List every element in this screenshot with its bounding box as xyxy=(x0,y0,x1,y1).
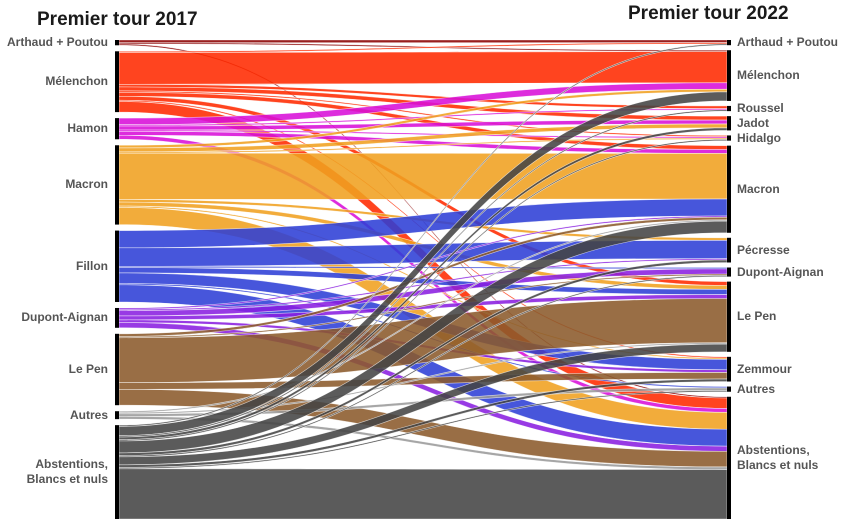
node-label-line: Mélenchon xyxy=(45,74,108,89)
flow-abs17-to-jad22 xyxy=(118,127,728,440)
node-label-mel17: Mélenchon xyxy=(45,74,108,89)
node-label-line: Zemmour xyxy=(737,361,792,376)
node-bar-rou22 xyxy=(727,105,731,112)
node-label-line: Blancs et nuls xyxy=(26,472,108,487)
node-label-aut17: Autres xyxy=(70,408,108,423)
flow-mac17-to-mac22 xyxy=(118,152,728,200)
right-column-title: Premier tour 2022 xyxy=(628,3,789,24)
node-bar-lp22 xyxy=(727,281,731,352)
node-label-aut22: Autres xyxy=(737,382,775,397)
node-label-abs17: Abstentions, Blancs et nuls xyxy=(27,457,108,487)
node-label-line: Abstentions, xyxy=(35,457,108,472)
node-label-line: Arthaud + Poutou xyxy=(737,35,838,50)
node-label-da22: Dupont-Aignan xyxy=(737,265,824,280)
node-label-ap17: Arthaud + Poutou xyxy=(7,35,108,50)
node-bar-jad22 xyxy=(727,116,731,131)
node-label-line: Hamon xyxy=(67,121,108,136)
node-label-line: Macron xyxy=(737,181,780,196)
node-bar-aut17 xyxy=(115,411,119,420)
node-label-line: Autres xyxy=(737,381,776,396)
node-label-mac17: Macron xyxy=(65,177,108,192)
node-bar-abs22 xyxy=(727,396,731,519)
flow-mel17-to-mel22 xyxy=(118,51,728,85)
node-bar-fil17 xyxy=(115,230,119,302)
node-label-ham17: Hamon xyxy=(67,121,108,136)
node-label-line: Macron xyxy=(65,177,108,192)
node-bar-abs17 xyxy=(115,425,119,519)
node-bar-ham17 xyxy=(115,118,119,140)
node-bar-hid22 xyxy=(727,135,731,141)
node-label-ap22: Arthaud + Poutou xyxy=(737,35,838,50)
node-bar-mel22 xyxy=(727,50,731,101)
node-label-lp17: Le Pen xyxy=(69,362,108,377)
node-label-fil17: Fillon xyxy=(76,259,108,274)
nodes-group xyxy=(115,40,731,519)
left-column-title: Premier tour 2017 xyxy=(37,9,198,30)
node-label-line: Blancs et nuls xyxy=(737,457,819,472)
node-bar-mac22 xyxy=(727,145,731,233)
node-bar-ap22 xyxy=(727,40,731,46)
node-label-line: Pécresse xyxy=(737,242,790,257)
node-label-line: Jadot xyxy=(737,115,770,130)
node-bar-da22 xyxy=(727,267,731,277)
node-label-lp22: Le Pen xyxy=(737,309,776,324)
node-label-pec22: Pécresse xyxy=(737,243,790,258)
node-bar-mac17 xyxy=(115,145,119,225)
flow-abs17-to-ap22 xyxy=(118,43,728,427)
node-label-jad22: Jadot xyxy=(737,116,769,131)
flow-abs17-to-pec22 xyxy=(118,259,728,456)
node-label-line: Autres xyxy=(69,407,108,422)
node-bar-zem22 xyxy=(727,356,731,382)
flows-group xyxy=(118,39,728,519)
node-label-zem22: Zemmour xyxy=(737,362,792,377)
node-label-da17: Dupont-Aignan xyxy=(21,310,108,325)
node-label-line: Abstentions, xyxy=(737,442,810,457)
node-label-line: Le Pen xyxy=(737,309,777,324)
node-label-mel22: Mélenchon xyxy=(737,68,800,83)
node-label-line: Arthaud + Poutou xyxy=(7,35,108,50)
node-label-line: Dupont-Aignan xyxy=(21,310,108,325)
node-bar-pec22 xyxy=(727,237,731,263)
node-bar-da17 xyxy=(115,307,119,328)
node-bar-mel17 xyxy=(115,51,119,113)
node-label-line: Roussel xyxy=(737,101,784,116)
node-label-line: Mélenchon xyxy=(737,68,800,83)
flow-abs17-to-zem22 xyxy=(118,378,728,468)
node-bar-ap17 xyxy=(115,40,119,46)
node-bar-lp17 xyxy=(115,333,119,406)
node-label-line: Hidalgo xyxy=(737,130,781,145)
flow-ap17-to-ap22 xyxy=(118,39,728,43)
node-label-rou22: Roussel xyxy=(737,101,784,116)
flow-abs17-to-abs22 xyxy=(118,468,728,519)
node-label-abs22: Abstentions, Blancs et nuls xyxy=(737,443,818,473)
node-label-line: Fillon xyxy=(76,258,108,273)
node-label-line: Dupont-Aignan xyxy=(737,264,824,279)
node-label-hid22: Hidalgo xyxy=(737,131,781,146)
node-label-line: Le Pen xyxy=(68,362,108,376)
node-bar-aut22 xyxy=(727,386,731,392)
node-label-mac22: Macron xyxy=(737,182,780,197)
flow-abs17-to-rou22 xyxy=(118,109,728,438)
